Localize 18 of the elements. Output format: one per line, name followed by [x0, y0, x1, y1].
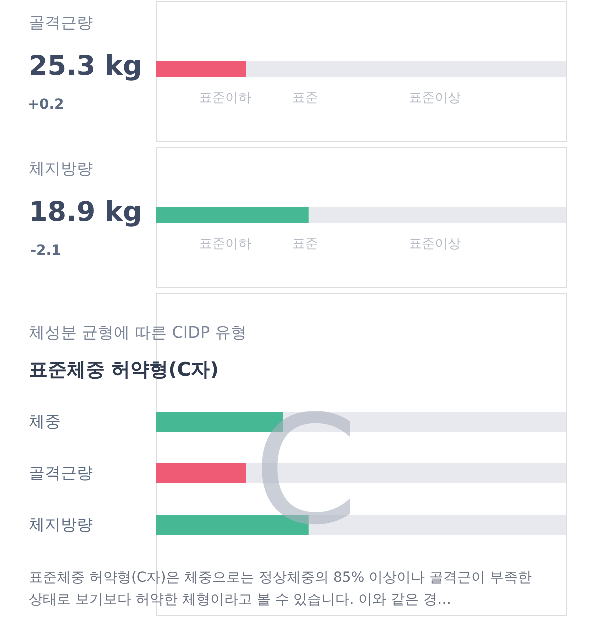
- y-tick-label: 체중: [29, 412, 61, 431]
- text: 표준체중 허약형(C자)은 체중으로는 정상체중의 85% 이상이나 골격근이 부족한 상태로 보기보다 허약한 체형이라고 볼 수 있습니다. 이와 같은 경…: [29, 570, 532, 608]
- text: 표준이상: [408, 237, 461, 252]
- y-tick-label: 체지방량: [29, 515, 93, 534]
- text: 표준이하: [200, 91, 252, 106]
- text: +0.2: [28, 97, 64, 113]
- text: 표준: [292, 91, 319, 106]
- annotation: C: [254, 384, 358, 558]
- chart-title: 표준체중 허약형(C자): [29, 359, 219, 381]
- chart-subtitle: 25.3 kg: [29, 51, 142, 82]
- bar: [156, 464, 246, 484]
- text: 표준: [292, 237, 319, 252]
- text: 표준이상: [408, 91, 461, 106]
- y-tick-label: 골격근량: [29, 464, 93, 482]
- chart-subtitle: 체성분 균형에 따른 CIDP 유형: [29, 323, 248, 342]
- text: 표준이하: [200, 237, 252, 252]
- chart-subtitle: 18.9 kg: [29, 197, 142, 228]
- text: -2.1: [30, 243, 62, 259]
